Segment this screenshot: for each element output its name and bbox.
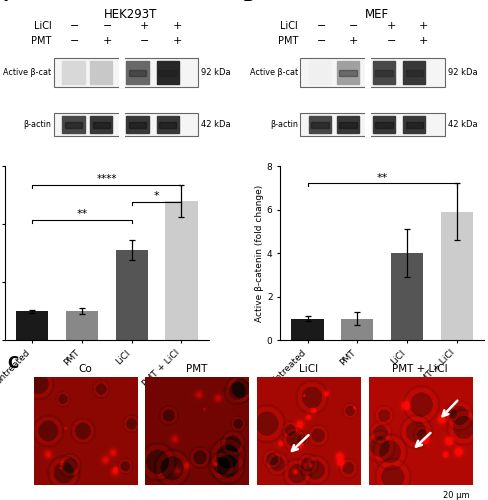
Text: **: ** (376, 172, 387, 182)
Bar (300, 58, 444, 87)
Text: LiCl: LiCl (34, 21, 51, 31)
Bar (159, 122, 176, 128)
Bar (93, 122, 110, 128)
Bar (375, 122, 392, 128)
Bar (339, 70, 356, 75)
Bar (440, 212, 472, 340)
Bar (66, 312, 98, 340)
Bar (119, 58, 124, 88)
Bar (390, 253, 422, 340)
Text: −: − (70, 36, 79, 46)
Bar (339, 122, 356, 128)
Bar (336, 61, 358, 84)
Text: +: + (386, 21, 395, 31)
Text: −: − (348, 21, 358, 31)
Text: LiCl: LiCl (298, 364, 317, 374)
Text: PMT: PMT (186, 364, 207, 374)
Bar (311, 122, 328, 128)
Text: A: A (0, 0, 7, 4)
Text: −: − (316, 21, 325, 31)
Bar (308, 116, 330, 133)
Bar (126, 116, 148, 133)
Bar (403, 116, 425, 133)
Bar (54, 113, 198, 136)
Text: +: + (140, 21, 149, 31)
Bar (115, 250, 147, 340)
Text: Co: Co (78, 364, 92, 374)
Text: PMT: PMT (277, 36, 297, 46)
Bar (126, 61, 148, 84)
Bar (165, 201, 197, 340)
Text: 20 μm: 20 μm (442, 490, 468, 500)
Text: +: + (102, 36, 112, 46)
Bar (156, 61, 179, 84)
Text: *: * (153, 191, 159, 201)
Text: +: + (172, 21, 182, 31)
Text: HEK293T: HEK293T (103, 8, 157, 21)
Text: +: + (172, 36, 182, 46)
Text: C: C (7, 356, 19, 370)
Text: Active β-cat: Active β-cat (3, 68, 51, 77)
Text: +: + (418, 21, 427, 31)
Bar (405, 70, 422, 75)
Text: −: − (140, 36, 149, 46)
Text: −: − (386, 36, 395, 46)
Bar (119, 112, 124, 137)
Bar (365, 58, 370, 88)
Bar (159, 70, 176, 75)
Text: +: + (418, 36, 427, 46)
Bar (372, 116, 394, 133)
Text: −: − (102, 21, 112, 31)
Bar (372, 61, 394, 84)
Text: PMT: PMT (31, 36, 51, 46)
Text: −: − (70, 21, 79, 31)
Text: 92 kDa: 92 kDa (201, 68, 231, 77)
Bar (90, 116, 112, 133)
Bar (405, 122, 422, 128)
Text: −: − (316, 36, 325, 46)
Text: 42 kDa: 42 kDa (201, 120, 231, 129)
Bar (375, 70, 392, 75)
Text: +: + (348, 36, 358, 46)
Bar (308, 61, 330, 84)
Bar (336, 116, 358, 133)
Text: LiCl: LiCl (280, 21, 297, 31)
Text: Active β-cat: Active β-cat (249, 68, 297, 77)
Text: 42 kDa: 42 kDa (447, 120, 477, 129)
Text: β-actin: β-actin (269, 120, 297, 129)
Bar (128, 70, 146, 75)
Text: ****: **** (97, 174, 117, 184)
Text: 92 kDa: 92 kDa (447, 68, 477, 77)
Text: B: B (242, 0, 253, 4)
Text: PMT + LiCl: PMT + LiCl (391, 364, 447, 374)
Bar (341, 318, 373, 340)
Bar (90, 61, 112, 84)
Bar (62, 116, 84, 133)
Bar (62, 61, 84, 84)
Bar (16, 312, 48, 340)
Y-axis label: Active β-catenin (fold change): Active β-catenin (fold change) (255, 184, 264, 322)
Bar (128, 122, 146, 128)
Text: MEF: MEF (364, 8, 388, 21)
Text: **: ** (76, 208, 87, 218)
Bar (64, 122, 82, 128)
Bar (54, 58, 198, 87)
Bar (300, 113, 444, 136)
Bar (403, 61, 425, 84)
Bar (156, 116, 179, 133)
Bar (291, 318, 323, 340)
Text: β-actin: β-actin (23, 120, 51, 129)
Bar (365, 112, 370, 137)
